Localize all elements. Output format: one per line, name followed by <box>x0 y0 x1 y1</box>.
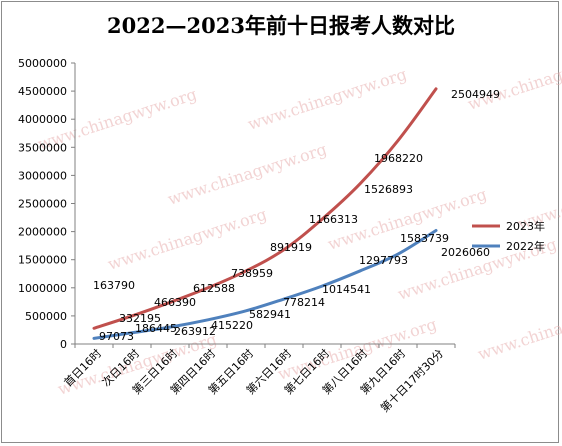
series-line-2023 <box>92 87 438 330</box>
y-tick-label: 4000000 <box>18 113 67 126</box>
watermark-text: www.chinagwyw.org <box>465 44 562 113</box>
legend-entry: 2023年 <box>506 219 545 233</box>
data-label-2023: 738959 <box>231 267 273 280</box>
x-category-label: 第十日17时30分 <box>378 346 447 415</box>
data-label-2023: 891919 <box>270 241 312 254</box>
data-label-2023: 1968220 <box>374 152 423 165</box>
data-label-2022: 1583739 <box>400 232 449 245</box>
legend: 2023年 2022年 <box>472 219 545 253</box>
y-tick-label: 4500000 <box>18 85 67 98</box>
y-tick-label: 3500000 <box>18 141 67 154</box>
data-label-2023: 2504949 <box>451 88 500 101</box>
data-label-2022: 2026060 <box>441 246 490 259</box>
y-tick-label: 5000000 <box>18 57 67 70</box>
legend-entry: 2022年 <box>506 239 545 253</box>
data-label-2022: 1297793 <box>359 254 408 267</box>
y-tick-label: 1000000 <box>18 282 67 295</box>
data-label-2022: 582941 <box>249 308 291 321</box>
data-label-2022: 415220 <box>211 319 253 332</box>
data-label-2023: 332195 <box>119 312 161 325</box>
watermark-text: www.chinagwyw.org <box>245 64 409 133</box>
y-tick-label: 1500000 <box>18 254 67 267</box>
y-tick-label: 2000000 <box>18 226 67 239</box>
data-label-2023: 1166313 <box>309 213 358 226</box>
series-lines <box>92 87 438 340</box>
chart-title: 2022—2023年前十日报考人数对比 <box>107 13 455 38</box>
data-label-2023: 466390 <box>154 296 196 309</box>
watermark-text: www.chinagwyw.org <box>165 139 329 208</box>
data-label-2023: 163790 <box>93 279 135 292</box>
category-labels: 首日16时次日16时第三日16时第四日16时第五日16时第六日16时第七日16时… <box>61 346 446 415</box>
watermark-text: www.chinagwyw.org <box>105 204 269 273</box>
data-label-2023: 1526893 <box>364 183 413 196</box>
y-tick-label: 0 <box>60 338 67 351</box>
series-line-2022 <box>92 228 438 340</box>
data-label-2022: 97073 <box>99 330 134 343</box>
data-label-2022: 263912 <box>174 325 216 338</box>
data-label-2023: 612588 <box>193 282 235 295</box>
data-label-2022: 186445 <box>135 322 177 335</box>
y-tick-label: 2500000 <box>18 198 67 211</box>
data-label-2022: 1014541 <box>322 283 371 296</box>
data-label-2022: 778214 <box>283 296 325 309</box>
y-tick-label: 500000 <box>25 310 67 323</box>
axes: 0 500000 1000000 1500000 2000000 2500000 30000… <box>18 57 456 351</box>
y-tick-label: 3000000 <box>18 169 67 182</box>
watermark-text: www.chinagwyw.org <box>475 294 562 363</box>
